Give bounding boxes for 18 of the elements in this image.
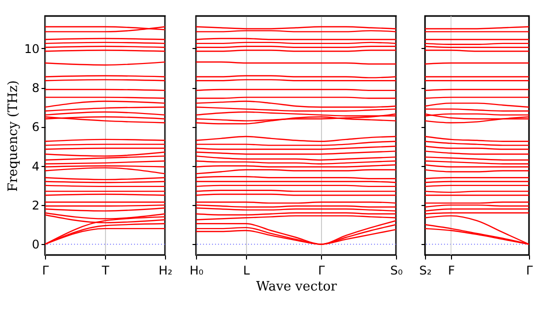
x-tick-label: H₂	[158, 264, 173, 278]
x-axis-title: Wave vector	[256, 280, 338, 294]
x-tick-label: Γ	[318, 264, 326, 278]
y-tick-label: 8	[32, 81, 40, 96]
x-tick-label: Γ	[526, 264, 534, 278]
x-tick-label: Γ	[42, 264, 50, 278]
y-axis-title: Frequency (THz)	[6, 80, 22, 192]
x-tick-label: S₂	[419, 264, 432, 278]
y-tick-label: 10	[24, 42, 40, 56]
x-tick-label: H₀	[190, 264, 204, 278]
y-tick-label: 0	[32, 238, 40, 252]
x-tick-label: L	[243, 264, 250, 278]
y-tick-label: 6	[32, 120, 40, 134]
y-tick-label: 2	[32, 198, 40, 213]
x-tick-label: T	[100, 264, 110, 278]
y-tick-label: 4	[32, 159, 40, 174]
x-tick-label: S₀	[390, 264, 403, 278]
x-tick-label: F	[448, 264, 456, 278]
